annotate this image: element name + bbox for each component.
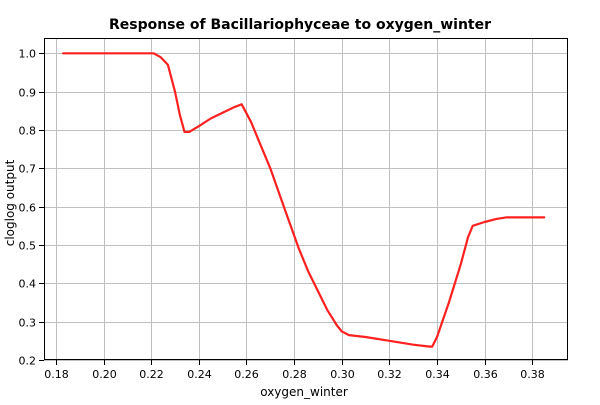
y-tick-label: 0.6 (19, 202, 37, 215)
series-layer (61, 52, 546, 348)
x-axis-label: oxygen_winter (260, 385, 348, 399)
x-tick-label: 0.18 (44, 368, 69, 381)
x-axis-ticks: 0.18 0.20 0.22 0.24 0.26 0.28 0.30 0.32 0.34 0.36… (44, 360, 545, 381)
x-tick-label: 0.26 (234, 368, 259, 381)
x-tick-label: 0.34 (425, 368, 450, 381)
y-tick-label: 0.8 (19, 125, 37, 138)
axes (44, 38, 568, 360)
x-tick-label: 0.24 (187, 368, 212, 381)
y-tick-label: 0.4 (19, 278, 37, 291)
y-tick-label: 0.2 (19, 355, 37, 368)
x-tick-label: 0.28 (282, 368, 307, 381)
x-tick-label: 0.36 (473, 368, 498, 381)
y-tick-label: 0.3 (19, 317, 37, 330)
y-tick-label: 0.9 (19, 87, 37, 100)
x-tick-label: 0.38 (520, 368, 545, 381)
x-tick-label: 0.32 (377, 368, 402, 381)
x-tick-label: 0.22 (139, 368, 164, 381)
plot-frame (44, 38, 568, 360)
y-tick-label: 1.0 (19, 48, 37, 61)
y-axis-label: cloglog output (3, 159, 17, 246)
y-tick-label: 0.5 (19, 240, 37, 253)
y-axis-ticks: 0.2 0.3 0.4 0.5 0.6 0.7 0.8 0.9 1.0 (19, 48, 44, 368)
x-tick-label: 0.20 (92, 368, 117, 381)
series-line (61, 52, 546, 348)
x-tick-label: 0.30 (330, 368, 355, 381)
chart-title: Response of Bacillariophyceae to oxygen_… (109, 17, 491, 33)
y-tick-label: 0.7 (19, 163, 37, 176)
grid (44, 38, 568, 361)
